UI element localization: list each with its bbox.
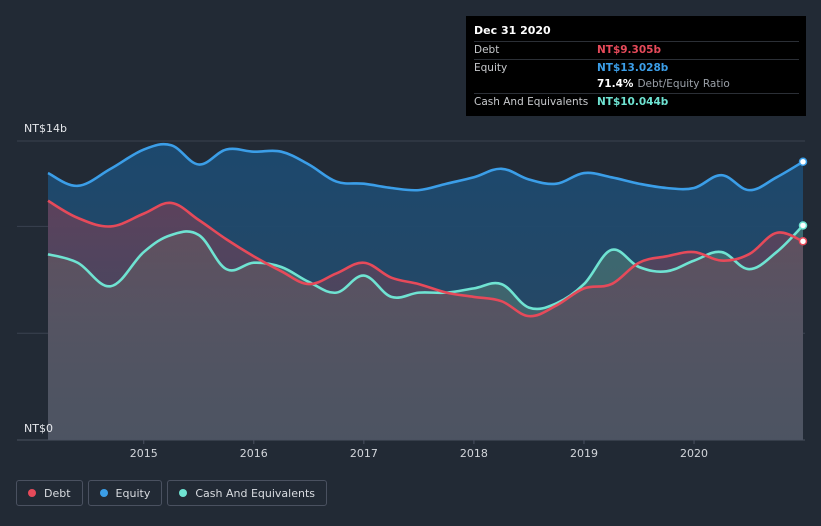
x-tick-label-2015: 2015 [130, 447, 158, 460]
x-tick-label-2017: 2017 [350, 447, 378, 460]
cash-and-equivalents-end-point [798, 221, 808, 230]
series-lines [47, 142, 804, 318]
y-axis-min-label: NT$0 [24, 422, 53, 435]
y-axis-max-label: NT$14b [24, 122, 67, 135]
cash-and-equivalents-line [47, 224, 804, 311]
tooltip-ratio-label: Debt/Equity Ratio [637, 78, 730, 91]
equity-line [47, 142, 804, 192]
legend-label-debt: Debt [44, 486, 71, 500]
debt-dot-icon [28, 489, 36, 497]
cash-dot-icon [179, 489, 188, 497]
legend-label-cash: Cash And Equivalents [195, 486, 315, 500]
tooltip-equity-row: Equity NT$13.028b [474, 58, 799, 77]
tooltip-cash-value: NT$10.044b [597, 95, 669, 108]
tooltip-debt-label: Debt [474, 44, 500, 57]
chart-legend: Debt Equity Cash And Equivalents [16, 480, 327, 506]
tooltip-date: Dec 31 2020 [474, 24, 551, 37]
tooltip-equity-label: Equity [474, 61, 508, 74]
legend-item-debt[interactable]: Debt [16, 480, 83, 506]
legend-item-equity[interactable]: Equity [87, 480, 163, 506]
debt-line [47, 199, 804, 318]
series-end-markers [798, 157, 808, 246]
tooltip-debt-row: Debt NT$9.305b [474, 41, 799, 59]
x-tick-label-2019: 2019 [570, 447, 598, 460]
tooltip-ratio-value: 71.4% [597, 78, 634, 91]
x-tick-label-2016: 2016 [240, 447, 268, 460]
x-axis: 2015 2016 2017 2018 2019 2020 [17, 439, 805, 460]
tooltip-cash-row: Cash And Equivalents NT$10.044b [474, 92, 799, 111]
tooltip-cash-label: Cash And Equivalents [474, 95, 589, 108]
tooltip-ratio-row: 71.4% Debt/Equity Ratio [474, 76, 799, 93]
x-tick-label-2020: 2020 [680, 447, 708, 460]
equity-end-point [798, 157, 808, 167]
tooltip-debt-value: NT$9.305b [597, 44, 661, 57]
legend-item-cash[interactable]: Cash And Equivalents [167, 480, 327, 506]
equity-dot-icon [99, 489, 108, 497]
debt-end-point [798, 237, 808, 246]
x-tick-label-2018: 2018 [460, 447, 488, 460]
debt-area [48, 200, 803, 440]
legend-label-equity: Equity [115, 486, 151, 500]
chart-tooltip: Dec 31 2020 Debt NT$9.305b Equity NT$13.… [466, 16, 806, 116]
tooltip-equity-value: NT$13.028b [597, 61, 669, 74]
